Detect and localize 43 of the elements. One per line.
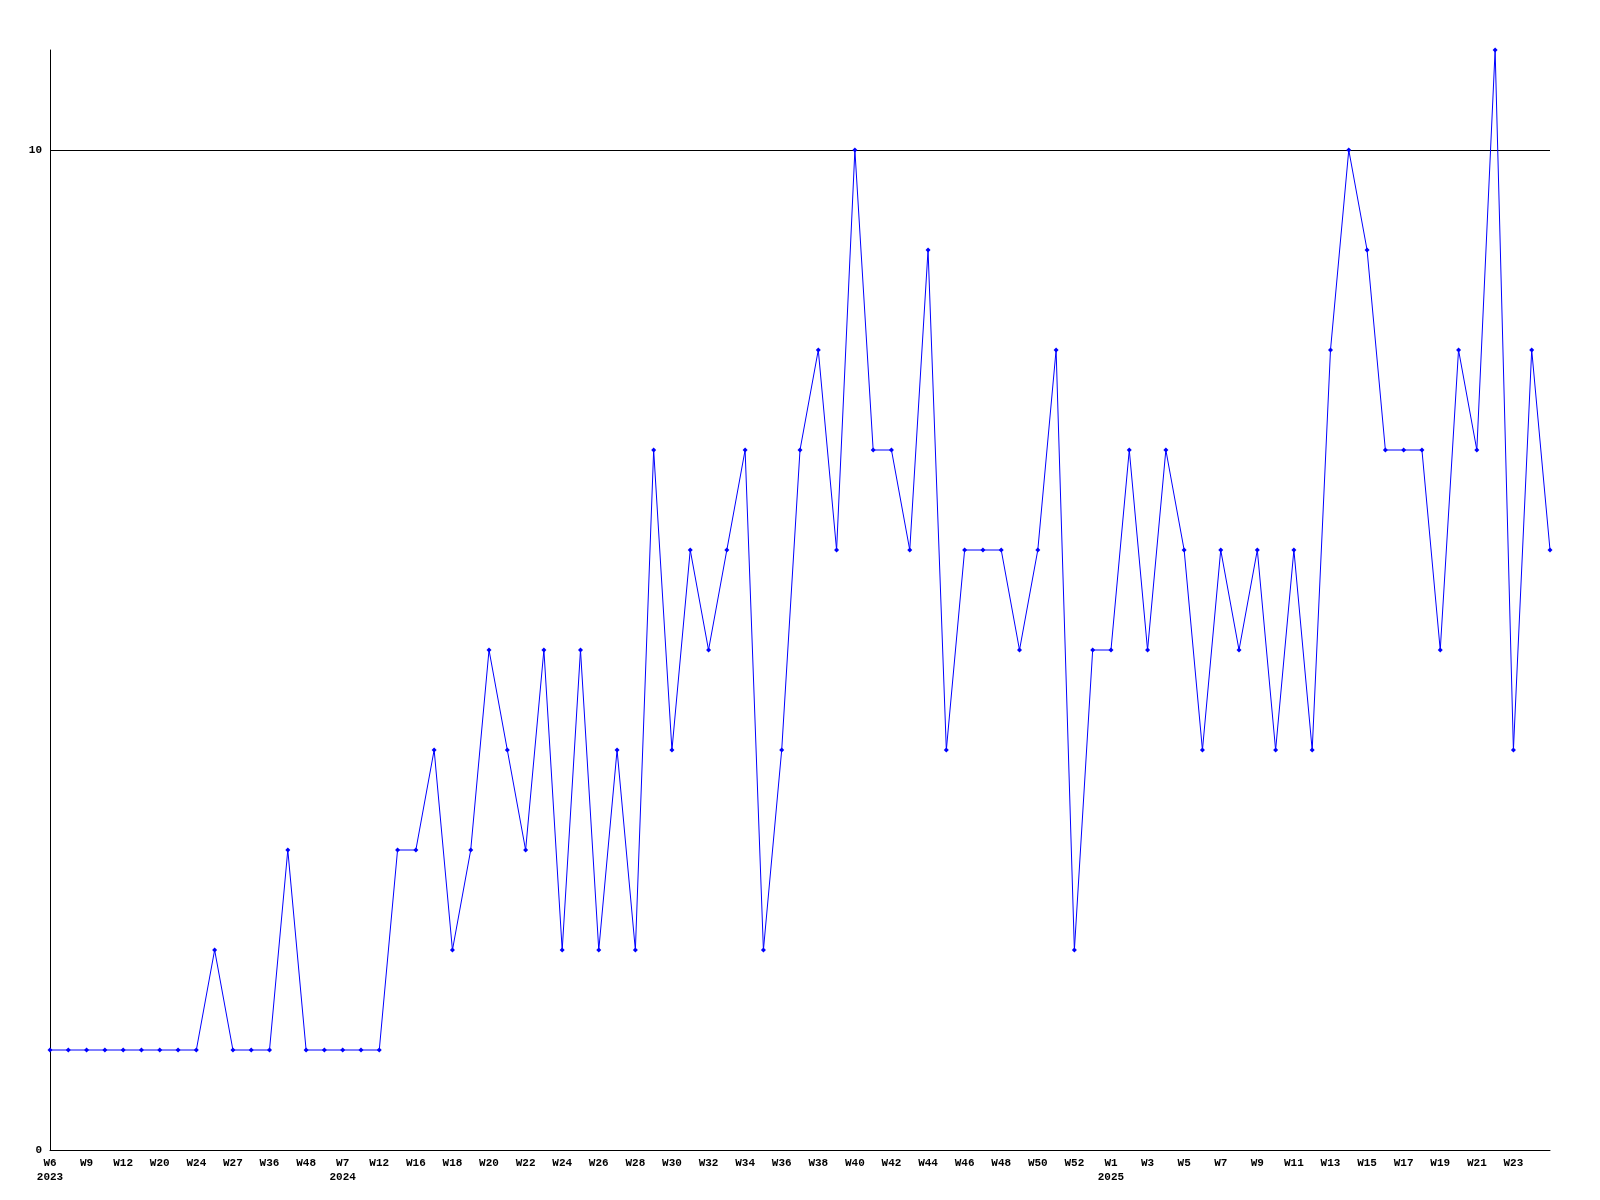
x-tick-label: W42	[881, 1157, 902, 1169]
x-tick-label: W6 2023	[36, 1157, 64, 1183]
x-tick-label: W24	[186, 1157, 207, 1169]
x-tick-label: W40	[844, 1157, 865, 1169]
x-tick-label: W48	[991, 1157, 1012, 1169]
x-tick-label: W7 2024	[329, 1157, 357, 1183]
x-tick-label: W50	[1027, 1157, 1048, 1169]
x-tick-label: W16	[405, 1157, 426, 1169]
x-tick-label: W15	[1357, 1157, 1378, 1169]
x-tick-label: W36	[771, 1157, 792, 1169]
x-tick-label: W36	[259, 1157, 280, 1169]
x-tick-label: W22	[515, 1157, 536, 1169]
x-tick-label: W28	[625, 1157, 646, 1169]
x-tick-label: W9	[79, 1157, 94, 1169]
x-tick-label: W32	[698, 1157, 719, 1169]
x-tick-label: W52	[1064, 1157, 1085, 1169]
y-tick-label: 10	[28, 144, 42, 156]
y-tick-label: 0	[35, 1144, 42, 1156]
x-tick-label: W19	[1430, 1157, 1451, 1169]
x-tick-label: W7	[1214, 1157, 1228, 1169]
x-tick-label: W44	[918, 1157, 939, 1169]
x-tick-label: W13	[1320, 1157, 1341, 1169]
x-tick-label: W3	[1140, 1157, 1155, 1169]
x-tick-label: W12	[369, 1157, 390, 1169]
x-tick-label: W21	[1466, 1157, 1488, 1169]
x-tick-label: W20	[479, 1157, 499, 1169]
x-tick-label: W38	[808, 1157, 829, 1169]
x-tick-label: W18	[442, 1157, 463, 1169]
x-tick-label: W20	[149, 1157, 170, 1169]
x-tick-label: W9	[1250, 1157, 1264, 1169]
x-tick-label: W27	[223, 1157, 243, 1169]
x-tick-label: W46	[954, 1157, 975, 1169]
x-tick-label: W30	[662, 1157, 682, 1169]
x-tick-label: W23	[1503, 1157, 1524, 1169]
x-tick-label: W12	[113, 1157, 134, 1169]
x-tick-label: W48	[296, 1157, 317, 1169]
x-tick-label: W1 2025	[1097, 1157, 1125, 1183]
x-tick-label: W26	[588, 1157, 609, 1169]
x-tick-label: W24	[552, 1157, 573, 1169]
x-tick-label: W17	[1393, 1157, 1414, 1169]
x-tick-label: W11	[1284, 1157, 1305, 1169]
x-tick-label: W5	[1177, 1157, 1192, 1169]
x-tick-label: W34	[735, 1157, 756, 1169]
